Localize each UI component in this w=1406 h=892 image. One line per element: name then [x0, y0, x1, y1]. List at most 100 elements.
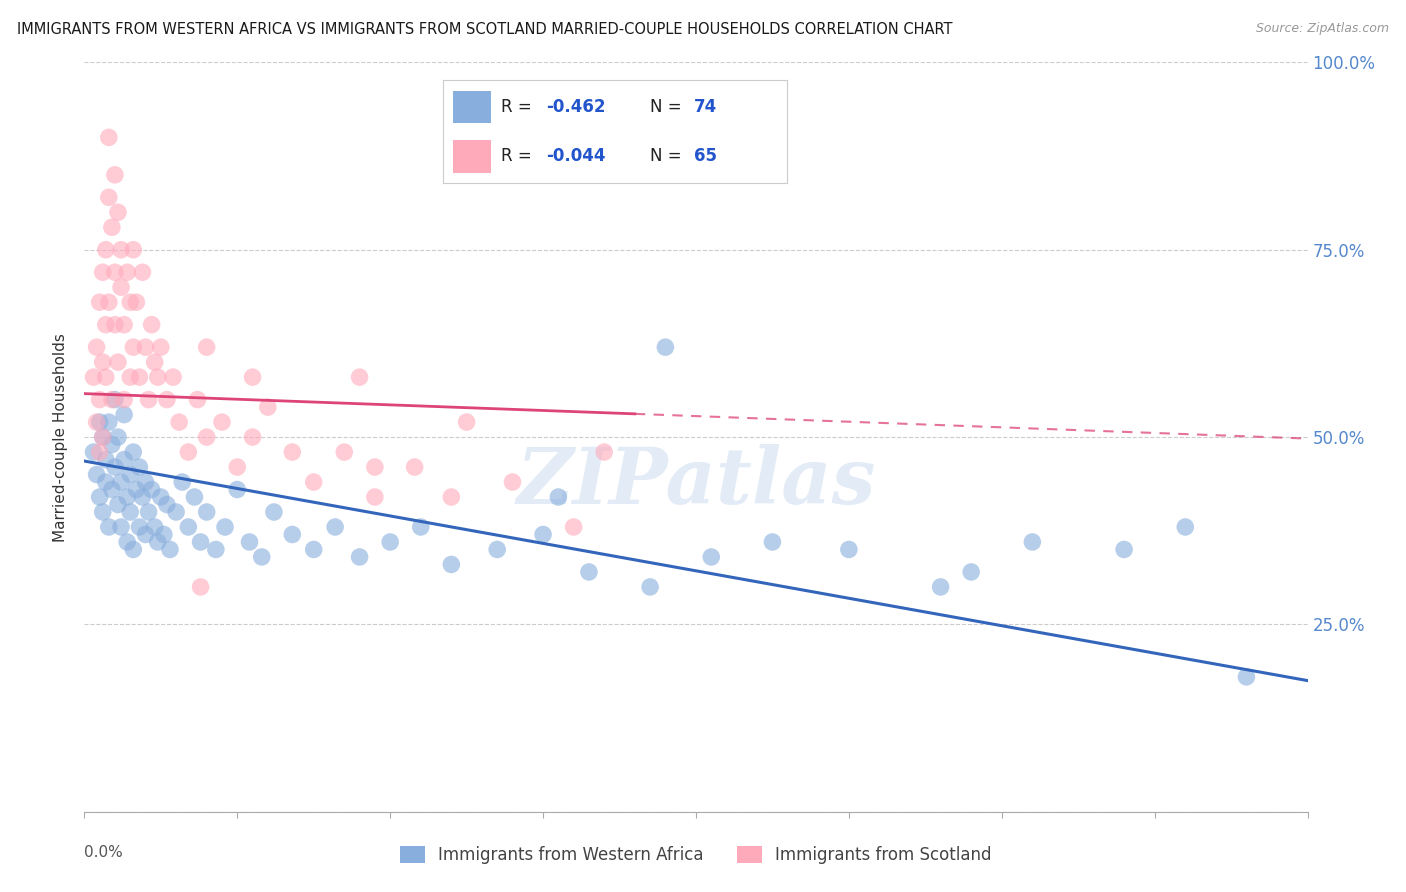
Point [149, 490, 172, 504]
Point [135, 475, 157, 489]
Point [456, 415, 478, 429]
Text: 0.0%: 0.0% [84, 846, 124, 861]
Point [122, 445, 145, 459]
Point [333, 445, 356, 459]
Point [104, 265, 127, 279]
Point [1114, 542, 1136, 557]
Point [94, 370, 117, 384]
Point [502, 475, 524, 489]
Point [205, 542, 228, 557]
Point [120, 467, 142, 482]
Point [86, 467, 108, 482]
Point [238, 535, 260, 549]
Point [86, 340, 108, 354]
Point [94, 452, 117, 467]
Text: 65: 65 [695, 147, 717, 165]
Point [654, 340, 676, 354]
Point [141, 318, 163, 332]
Point [190, 535, 212, 549]
Point [1236, 670, 1258, 684]
Point [89, 490, 111, 504]
Point [115, 490, 138, 504]
Point [162, 370, 184, 384]
Point [89, 392, 111, 407]
Point [349, 549, 371, 564]
Point [257, 400, 280, 414]
Point [83, 445, 105, 459]
Point [195, 430, 218, 444]
Text: -0.044: -0.044 [546, 147, 606, 165]
Point [101, 483, 124, 497]
Point [122, 243, 145, 257]
Point [91, 430, 114, 444]
Point [125, 483, 148, 497]
Point [578, 565, 600, 579]
Point [128, 520, 150, 534]
Point [960, 565, 983, 579]
Point [112, 408, 135, 422]
Point [97, 295, 120, 310]
Point [83, 370, 105, 384]
Point [531, 527, 554, 541]
Point [128, 460, 150, 475]
Point [153, 527, 176, 541]
Point [281, 527, 304, 541]
Point [112, 318, 135, 332]
Point [761, 535, 783, 549]
Point [107, 498, 129, 512]
Point [97, 520, 120, 534]
Point [165, 505, 187, 519]
Point [115, 535, 138, 549]
Point [101, 437, 124, 451]
Point [104, 168, 127, 182]
Point [364, 460, 387, 475]
Point [101, 392, 124, 407]
Point [89, 415, 111, 429]
Point [141, 483, 163, 497]
Point [107, 205, 129, 219]
Point [211, 415, 233, 429]
Point [156, 498, 179, 512]
Point [122, 542, 145, 557]
Point [91, 265, 114, 279]
Point [101, 220, 124, 235]
Point [146, 535, 169, 549]
Text: 74: 74 [695, 98, 717, 116]
Point [112, 392, 135, 407]
Point [302, 475, 325, 489]
Point [110, 475, 132, 489]
Point [131, 265, 153, 279]
Point [547, 490, 569, 504]
Point [125, 295, 148, 310]
Point [323, 520, 346, 534]
Point [120, 295, 142, 310]
Point [349, 370, 371, 384]
Point [929, 580, 952, 594]
Point [159, 542, 181, 557]
Point [1021, 535, 1043, 549]
Point [440, 490, 463, 504]
Point [120, 505, 142, 519]
Point [104, 460, 127, 475]
Legend: Immigrants from Western Africa, Immigrants from Scotland: Immigrants from Western Africa, Immigran… [394, 839, 998, 871]
Text: -0.462: -0.462 [546, 98, 606, 116]
Point [94, 318, 117, 332]
Point [226, 483, 249, 497]
Point [104, 392, 127, 407]
Point [107, 430, 129, 444]
Point [112, 452, 135, 467]
Point [380, 535, 402, 549]
Point [167, 415, 190, 429]
Point [128, 370, 150, 384]
Point [146, 370, 169, 384]
Point [143, 355, 166, 369]
Point [115, 265, 138, 279]
Bar [453, 91, 491, 123]
Point [97, 130, 120, 145]
Text: N =: N = [650, 147, 686, 165]
Bar [453, 140, 491, 173]
Text: Source: ZipAtlas.com: Source: ZipAtlas.com [1256, 22, 1389, 36]
Point [143, 520, 166, 534]
Point [281, 445, 304, 459]
Point [172, 475, 194, 489]
